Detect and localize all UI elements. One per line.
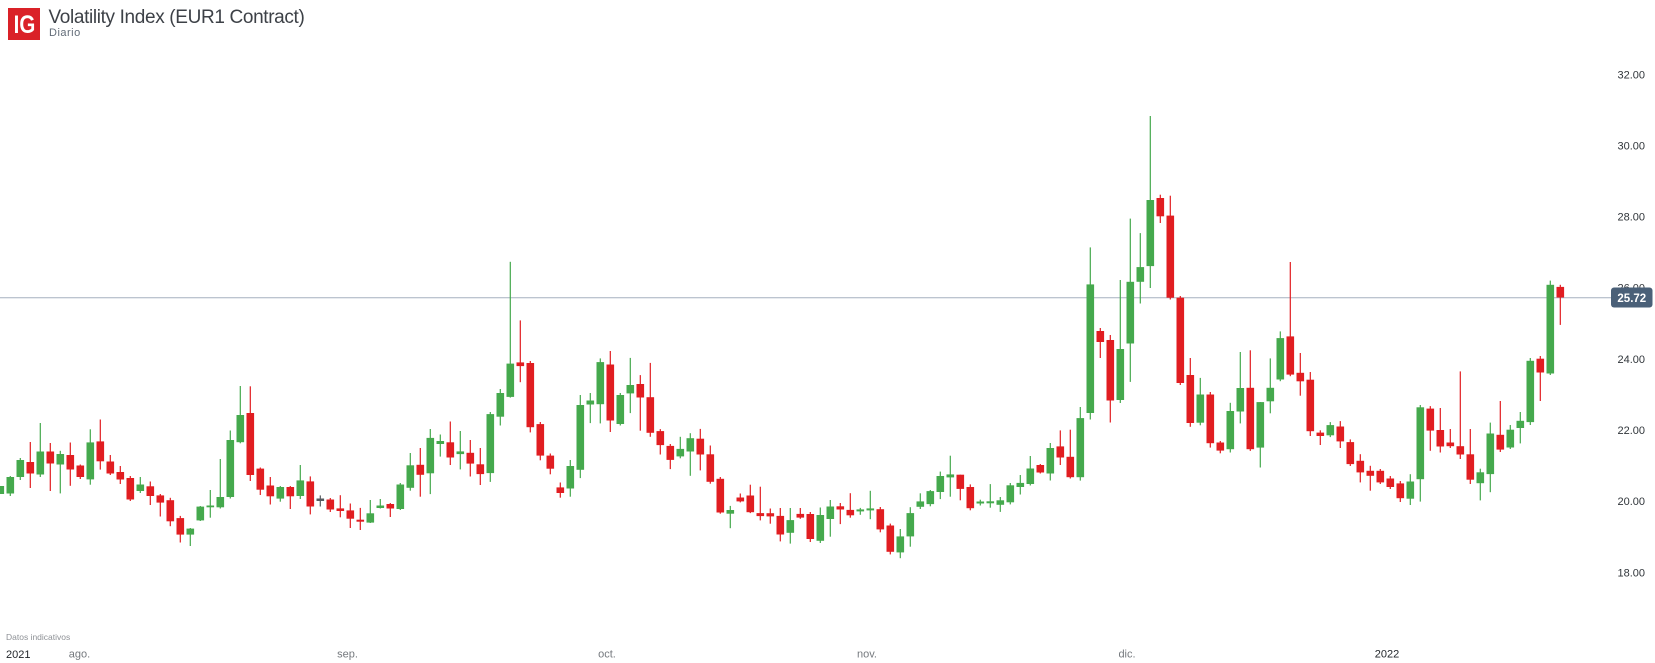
svg-text:28.00: 28.00 xyxy=(1617,212,1645,224)
svg-text:25.72: 25.72 xyxy=(1617,293,1646,305)
svg-text:20.00: 20.00 xyxy=(1617,496,1645,508)
svg-text:32.00: 32.00 xyxy=(1617,69,1645,81)
svg-text:2022: 2022 xyxy=(1375,649,1399,661)
svg-text:ago.: ago. xyxy=(69,649,90,661)
svg-text:18.00: 18.00 xyxy=(1617,567,1645,579)
svg-text:oct.: oct. xyxy=(598,649,616,661)
svg-text:nov.: nov. xyxy=(857,649,877,661)
svg-text:sep.: sep. xyxy=(337,649,358,661)
svg-text:24.00: 24.00 xyxy=(1617,354,1645,366)
svg-text:IG: IG xyxy=(14,10,36,38)
svg-text:Volatility Index (EUR1 Contrac: Volatility Index (EUR1 Contract) xyxy=(49,7,305,28)
svg-text:Datos indicativos: Datos indicativos xyxy=(6,632,70,642)
svg-text:30.00: 30.00 xyxy=(1617,140,1645,152)
svg-text:Diario: Diario xyxy=(49,27,81,39)
svg-text:dic.: dic. xyxy=(1118,649,1135,661)
svg-text:22.00: 22.00 xyxy=(1617,425,1645,437)
svg-text:2021: 2021 xyxy=(6,649,30,661)
